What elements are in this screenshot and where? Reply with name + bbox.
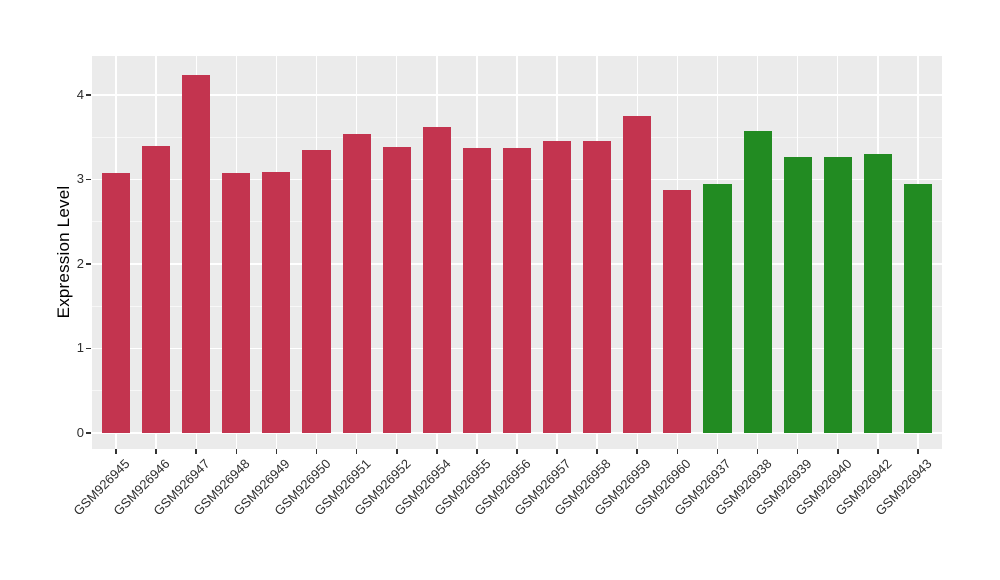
- x-tick-mark: [636, 449, 639, 454]
- x-tick-mark: [676, 449, 679, 454]
- x-tick-mark: [115, 449, 117, 454]
- x-tick-mark: [155, 449, 157, 454]
- x-tick-mark: [516, 449, 518, 454]
- y-tick-mark: [86, 263, 91, 265]
- y-tick-label: 4: [76, 86, 84, 102]
- bar-GSM926956: [502, 148, 532, 433]
- x-tick-mark: [355, 449, 358, 454]
- bar-GSM926952: [382, 147, 411, 433]
- plot-panel: [92, 56, 942, 449]
- x-tick-mark: [917, 449, 919, 454]
- y-tick-mark: [86, 432, 91, 434]
- bar-GSM926945: [102, 173, 131, 433]
- bar-GSM926958: [583, 141, 612, 433]
- bar-GSM926957: [543, 141, 572, 433]
- x-tick-mark: [436, 449, 438, 454]
- bar-GSM926943: [903, 184, 932, 433]
- x-tick-mark: [556, 449, 558, 454]
- y-tick-mark: [86, 347, 91, 350]
- y-tick-label: 3: [76, 171, 84, 187]
- y-tick-mark: [86, 94, 91, 96]
- y-axis-title-wrap: Expression Level: [54, 186, 74, 319]
- x-tick-mark: [836, 449, 839, 454]
- bar-GSM926948: [222, 173, 251, 433]
- bar-GSM926947: [182, 75, 211, 433]
- bar-GSM926959: [623, 116, 652, 433]
- x-tick-mark: [315, 449, 318, 454]
- x-tick-mark: [235, 449, 238, 454]
- bar-GSM926937: [703, 183, 732, 433]
- x-tick-mark: [716, 449, 719, 454]
- bar-GSM926951: [342, 133, 371, 433]
- x-tick-mark: [596, 449, 598, 454]
- bar-GSM926942: [863, 154, 892, 433]
- bar-GSM926939: [783, 157, 812, 433]
- bar-GSM926938: [743, 131, 772, 433]
- bar-GSM926940: [823, 157, 852, 433]
- x-tick-mark: [476, 449, 478, 454]
- y-tick-label: 0: [76, 424, 84, 440]
- x-tick-mark: [275, 449, 278, 454]
- y-axis-title: Expression Level: [54, 185, 73, 319]
- x-tick-mark: [395, 449, 398, 454]
- bar-GSM926960: [663, 189, 692, 433]
- x-tick-mark: [877, 449, 879, 454]
- y-tick-mark: [86, 178, 91, 181]
- x-tick-mark: [796, 449, 799, 454]
- bar-GSM926954: [422, 126, 451, 433]
- bar-GSM926955: [462, 148, 491, 433]
- y-tick-label: 2: [76, 255, 84, 271]
- y-tick-label: 1: [76, 340, 84, 356]
- bar-GSM926946: [142, 145, 171, 433]
- x-tick-mark: [195, 449, 198, 454]
- bar-GSM926950: [302, 149, 331, 433]
- bar-GSM926949: [262, 171, 291, 433]
- x-tick-mark: [756, 449, 759, 454]
